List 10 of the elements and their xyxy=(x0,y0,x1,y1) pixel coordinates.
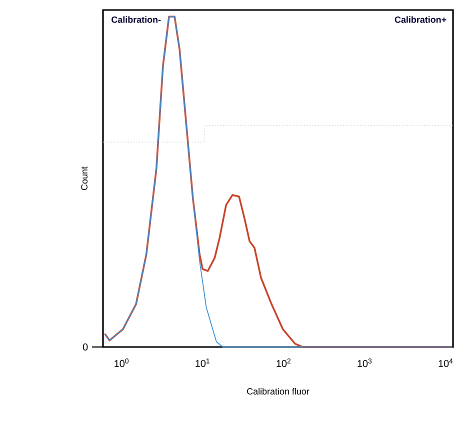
x-axis-title: Calibration fluor xyxy=(247,388,310,395)
annotation: Calibration- xyxy=(112,16,161,23)
x-tick-label: 10$^{0}$ xyxy=(114,358,129,368)
text: 0 xyxy=(82,343,88,351)
annotation: Calibration+ xyxy=(394,16,446,23)
x-tick-label: 10$^{1}$ xyxy=(196,358,210,368)
y-axis-title: Count xyxy=(81,166,88,190)
x-tick-label: 10$^{4}$ xyxy=(438,358,453,368)
x-tick-label: 10$^{2}$ xyxy=(276,358,291,368)
x-tick-label: 10$^{3}$ xyxy=(358,358,372,368)
